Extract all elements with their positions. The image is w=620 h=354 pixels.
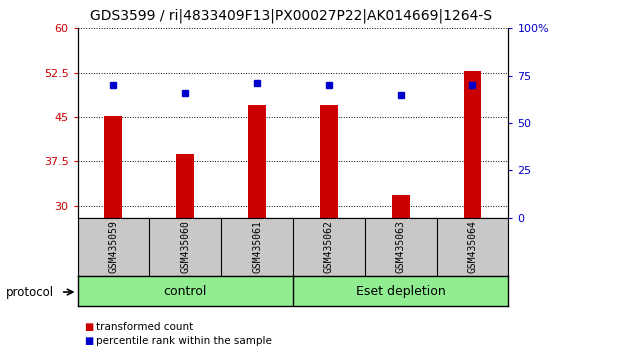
- Text: control: control: [164, 285, 207, 298]
- Text: transformed count: transformed count: [96, 322, 193, 332]
- Text: GSM435062: GSM435062: [324, 221, 334, 273]
- Text: percentile rank within the sample: percentile rank within the sample: [96, 336, 272, 346]
- Text: GSM435061: GSM435061: [252, 221, 262, 273]
- Text: Eset depletion: Eset depletion: [356, 285, 446, 298]
- Bar: [248, 105, 266, 218]
- Bar: [104, 116, 122, 218]
- Bar: [392, 195, 410, 218]
- Text: GSM435060: GSM435060: [180, 221, 190, 273]
- Text: GSM435064: GSM435064: [467, 221, 477, 273]
- Bar: [176, 154, 194, 218]
- Text: GSM435059: GSM435059: [108, 221, 118, 273]
- Text: ■: ■: [84, 336, 93, 346]
- Text: GSM435063: GSM435063: [396, 221, 405, 273]
- Text: GDS3599 / ri|4833409F13|PX00027P22|AK014669|1264-S: GDS3599 / ri|4833409F13|PX00027P22|AK014…: [91, 9, 492, 23]
- Bar: [464, 71, 482, 218]
- Bar: [320, 105, 338, 218]
- Text: protocol: protocol: [6, 286, 55, 298]
- Text: ■: ■: [84, 322, 93, 332]
